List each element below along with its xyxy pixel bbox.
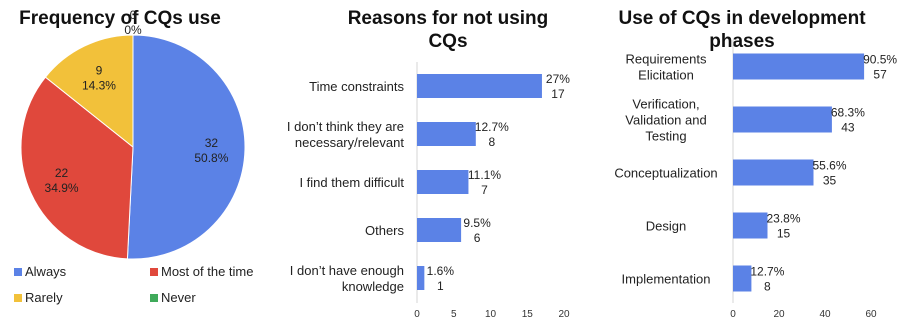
bar-percent-label: 1.6% — [427, 264, 455, 278]
bar-count-label: 17 — [551, 87, 565, 101]
pie-value-label: 32 — [205, 136, 219, 150]
bar-percent-label: 23.8% — [766, 212, 800, 226]
pie-percent-label: 50.8% — [194, 151, 228, 165]
bar-count-label: 43 — [841, 121, 855, 135]
bar-requirements-elicitation — [733, 53, 865, 80]
legend-label-never: Never — [161, 290, 196, 305]
bar-percent-label: 55.6% — [812, 159, 846, 173]
x-tick-label: 5 — [451, 309, 457, 320]
bar-count-label: 7 — [481, 183, 488, 197]
bar-i-don-t-think-they-are-necessary-relevant — [417, 122, 476, 146]
category-label: Time constraints — [309, 79, 404, 94]
pie-slice-rarely — [44, 34, 134, 149]
bar-count-label: 15 — [777, 227, 791, 241]
x-tick-label: 20 — [558, 309, 570, 320]
phases-chart-title-line1: Use of CQs in development — [618, 8, 866, 29]
bar-i-find-them-difficult — [417, 170, 469, 194]
bar-time-constraints — [417, 74, 542, 98]
bar-others — [417, 218, 462, 242]
pie-slice-most-of-the-time — [20, 76, 134, 260]
x-tick-label: 15 — [522, 309, 534, 320]
bar-count-label: 35 — [823, 174, 837, 188]
bar-count-label: 6 — [474, 231, 481, 245]
category-label: Validation and — [625, 113, 706, 128]
category-label: I find them difficult — [299, 175, 404, 190]
category-label: knowledge — [342, 279, 404, 294]
bar-implementation — [733, 265, 752, 292]
category-label: Design — [646, 219, 686, 234]
bar-count-label: 8 — [764, 280, 771, 294]
bar-percent-label: 27% — [546, 72, 570, 86]
category-label: Elicitation — [638, 68, 694, 83]
pie-legend: Always Most of the time Rarely Never — [14, 264, 253, 305]
bar-percent-label: 90.5% — [863, 53, 897, 67]
bar-percent-label: 68.3% — [831, 106, 865, 120]
bar-design — [733, 212, 768, 239]
pie-percent-label: 0% — [124, 23, 142, 37]
pie-value-label: 0 — [130, 8, 137, 22]
pie-value-label: 9 — [96, 63, 103, 77]
bar-verification-validation-and-testing — [733, 106, 832, 133]
pie-slice-always — [126, 34, 246, 260]
legend-swatch-never — [150, 294, 158, 302]
category-label: Conceptualization — [614, 166, 717, 181]
x-tick-label: 40 — [819, 309, 831, 320]
x-tick-label: 0 — [414, 309, 420, 320]
x-tick-label: 60 — [865, 309, 877, 320]
bar-percent-label: 11.1% — [468, 168, 501, 182]
legend-label-most-of-the-time: Most of the time — [161, 264, 253, 279]
category-label: Requirements — [626, 52, 707, 67]
x-tick-label: 20 — [773, 309, 785, 320]
bar-count-label: 1 — [437, 279, 444, 293]
reasons-chart-title-line2: CQs — [428, 31, 467, 52]
bar-percent-label: 12.7% — [475, 120, 509, 134]
bar-conceptualization — [733, 159, 814, 186]
pie-chart-title: Frequency of CQs use — [19, 8, 221, 29]
category-label: I don’t think they are — [287, 119, 404, 134]
bar-i-don-t-have-enough-knowledge — [417, 266, 425, 290]
category-label: Others — [365, 223, 405, 238]
pie-percent-label: 14.3% — [82, 78, 116, 92]
legend-swatch-rarely — [14, 294, 22, 302]
phases-chart-title-line2: phases — [709, 31, 774, 52]
x-tick-label: 0 — [730, 309, 736, 320]
category-label: I don’t have enough — [290, 263, 404, 278]
legend-label-rarely: Rarely — [25, 290, 63, 305]
category-label: Testing — [645, 129, 686, 144]
bar-percent-label: 12.7% — [750, 265, 784, 279]
legend-swatch-most-of-the-time — [150, 268, 158, 276]
category-label: Implementation — [622, 272, 711, 287]
category-label: Verification, — [632, 97, 699, 112]
legend-swatch-always — [14, 268, 22, 276]
x-tick-label: 10 — [485, 309, 497, 320]
legend-label-always: Always — [25, 264, 67, 279]
reasons-chart-title-line1: Reasons for not using — [348, 8, 549, 29]
pie-value-label: 22 — [55, 166, 69, 180]
bar-count-label: 57 — [873, 68, 887, 82]
bar-count-label: 8 — [488, 135, 495, 149]
pie-percent-label: 34.9% — [45, 181, 79, 195]
bar-percent-label: 9.5% — [463, 216, 491, 230]
category-label: necessary/relevant — [295, 135, 404, 150]
